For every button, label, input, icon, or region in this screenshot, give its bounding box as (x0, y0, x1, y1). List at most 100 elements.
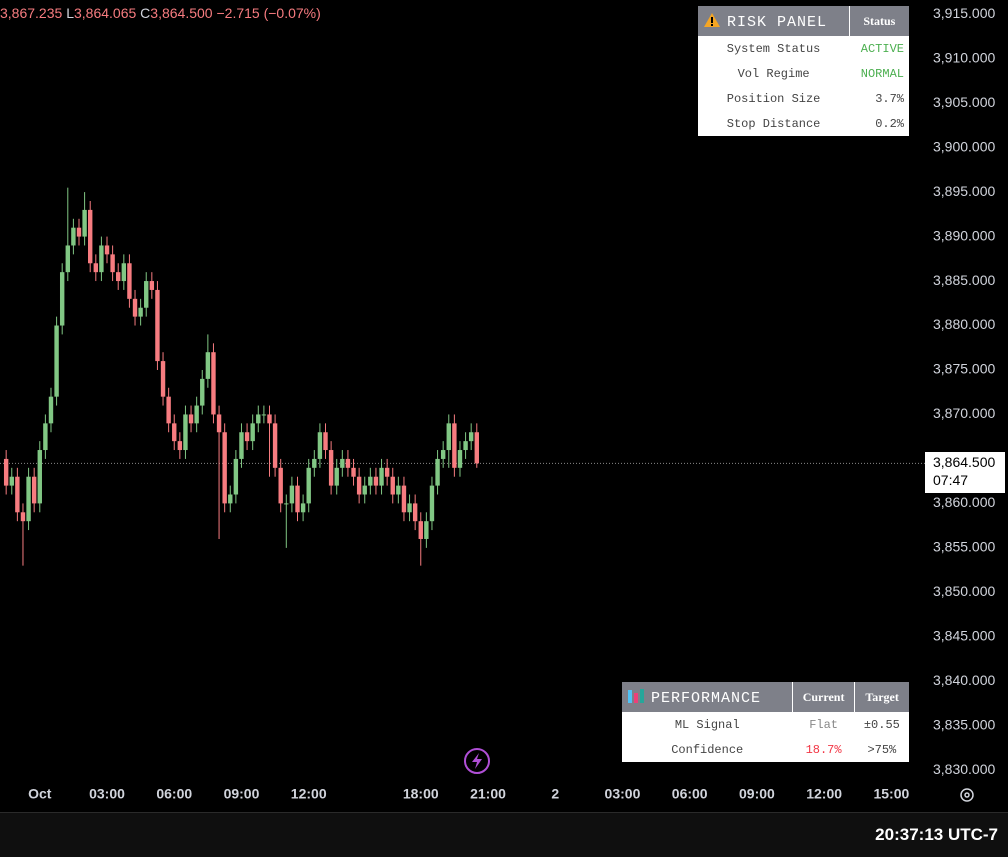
y-tick-label: 3,840.000 (933, 672, 995, 688)
candle-body (138, 307, 143, 317)
settings-button[interactable] (960, 788, 974, 802)
candle-body (172, 423, 177, 442)
row-value: NORMAL (860, 66, 904, 81)
candle-body (9, 476, 14, 486)
candle-body (306, 467, 311, 504)
candle-body (261, 414, 267, 416)
y-tick-label: 3,870.000 (933, 405, 995, 421)
row-target: ±0.55 (863, 717, 900, 732)
y-tick-label: 3,900.000 (933, 138, 995, 154)
candle-body (127, 263, 132, 299)
y-tick-label: 3,910.000 (933, 49, 995, 65)
row-value: 0.2% (875, 116, 904, 131)
lightning-button[interactable] (464, 748, 490, 774)
y-tick-label: 3,905.000 (933, 94, 995, 110)
x-tick-label: 09:00 (739, 786, 775, 802)
candle-body (160, 361, 166, 397)
candle-body (278, 467, 283, 504)
candle-body (429, 485, 435, 522)
y-tick-label: 3,880.000 (933, 316, 995, 332)
candle-body (390, 476, 395, 495)
countdown: 07:47 (933, 472, 968, 488)
candle-body (284, 503, 289, 505)
candle-body (244, 432, 250, 442)
candle-body (228, 494, 233, 504)
candle-body (267, 414, 272, 424)
candle-body (31, 476, 37, 504)
x-tick-label: 06:00 (156, 786, 192, 802)
candle-body (328, 450, 334, 486)
risk-panel: RISK PANEL Status System Status ACTIVE Vol… (698, 6, 909, 136)
row-value: Flat (809, 717, 838, 732)
candle-body (351, 467, 356, 477)
candle-body (323, 432, 328, 451)
candle-body (440, 450, 446, 459)
candle-body (216, 414, 222, 433)
candle-body (48, 396, 54, 424)
row-value: 3.7% (875, 91, 904, 106)
candle-body (300, 503, 306, 513)
candle-body (312, 458, 317, 468)
candle-body (446, 423, 451, 451)
legend-change: −2.715 (−0.07%) (216, 5, 321, 21)
candle-body (239, 432, 244, 459)
chart-icon (628, 688, 644, 703)
x-tick-label: 09:00 (224, 786, 260, 802)
candle-body (295, 485, 300, 513)
candle-body (116, 272, 121, 282)
candle-body (37, 450, 42, 504)
price-marker (925, 452, 1005, 493)
candle-body (396, 485, 401, 495)
candle-body (65, 245, 70, 273)
ohlc-legend: 3,867.235 L3,864.065 C3,864.500 −2.715 (… (0, 5, 321, 21)
y-tick-label: 3,895.000 (933, 183, 995, 199)
candle-body (59, 272, 65, 326)
candle-body (384, 467, 390, 477)
column-header: Target (854, 682, 909, 712)
candle-body (368, 476, 373, 486)
candle-body (233, 458, 239, 495)
candle-body (340, 458, 345, 468)
row-value: ACTIVE (860, 41, 904, 56)
candle-body (71, 227, 76, 246)
candle-body (463, 441, 468, 451)
settings-icon (964, 792, 970, 798)
candle-body (256, 414, 261, 424)
candle-body (211, 352, 216, 415)
candle-body (20, 512, 26, 522)
candle-body (289, 485, 295, 504)
y-tick-label: 3,830.000 (933, 761, 995, 777)
column-header: Status (848, 6, 909, 36)
row-label: System Status (726, 41, 821, 56)
y-tick-label: 3,875.000 (933, 361, 995, 377)
candle-body (272, 423, 278, 468)
candle-body (194, 405, 199, 424)
candle-body (188, 414, 194, 424)
candle-body (379, 467, 384, 486)
candle-body (93, 263, 99, 273)
candle-body (334, 467, 339, 486)
candle-body (54, 325, 59, 397)
row-label: ML Signal (674, 717, 740, 732)
candle-body (407, 503, 412, 513)
y-tick-label: 3,845.000 (933, 628, 995, 644)
performance-panel: PERFORMANCE Current Target ML Signal Flat ±0… (622, 682, 909, 762)
candle-body (468, 432, 474, 442)
y-tick-label: 3,915.000 (933, 5, 995, 21)
x-tick-label: Oct (28, 786, 52, 802)
candle-body (401, 485, 407, 513)
candle-body (76, 227, 82, 237)
candle-body (110, 254, 115, 273)
candle-body (43, 423, 48, 451)
candle-body (104, 245, 110, 255)
y-tick-label: 3,835.000 (933, 716, 995, 732)
candle-body (82, 209, 87, 237)
legend-high: 3,867.235 (0, 5, 63, 21)
row-target: >75% (867, 742, 897, 757)
candle-body (183, 414, 188, 451)
candle-body (222, 432, 227, 504)
candle-body (99, 245, 104, 273)
row-label: Vol Regime (737, 66, 810, 81)
candle-body (15, 476, 20, 513)
